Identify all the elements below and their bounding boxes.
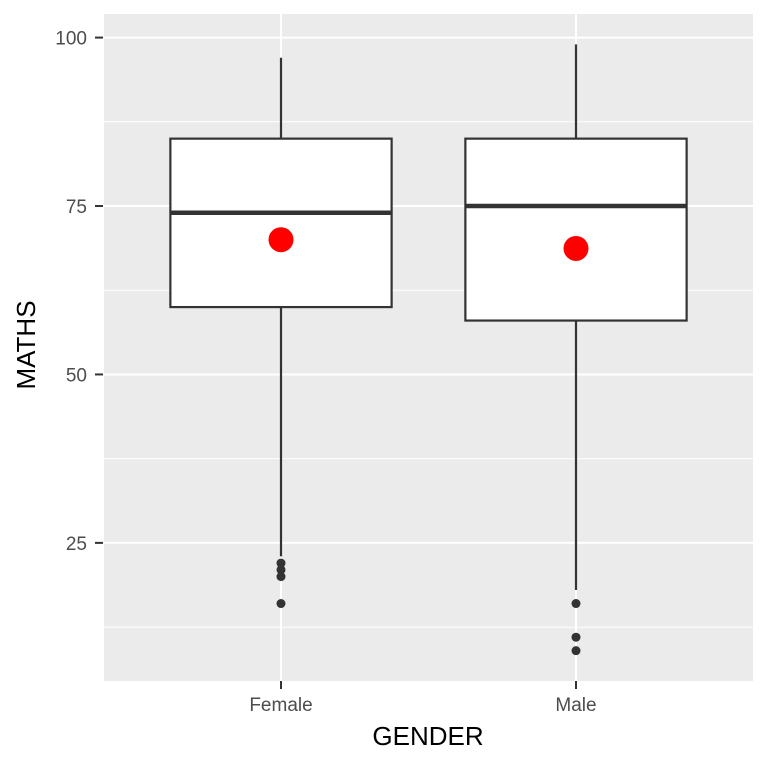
outlier-point-female: [276, 565, 286, 575]
x-axis-title: GENDER: [372, 721, 483, 751]
y-tick-label: 25: [66, 534, 87, 555]
x-tick-label: Female: [249, 695, 312, 716]
mean-point-male: [563, 235, 589, 261]
outlier-point-male: [571, 646, 581, 656]
mean-point-female: [268, 227, 294, 253]
outlier-point-female: [276, 572, 286, 582]
outlier-point-male: [571, 632, 581, 642]
panel-layer: 25 50 75 100 Female Male: [55, 14, 753, 716]
outlier-point-female: [276, 599, 286, 609]
y-tick-label: 75: [66, 197, 87, 218]
outlier-point-female: [276, 558, 286, 568]
outlier-point-male: [571, 599, 581, 609]
x-tick-label: Male: [555, 695, 596, 716]
y-axis-title: MATHS: [11, 300, 41, 389]
box-male: [464, 137, 688, 322]
panel-background: [104, 14, 753, 681]
y-tick-label: 100: [55, 29, 87, 50]
y-tick-label: 50: [66, 365, 87, 386]
box-female: [169, 137, 393, 309]
